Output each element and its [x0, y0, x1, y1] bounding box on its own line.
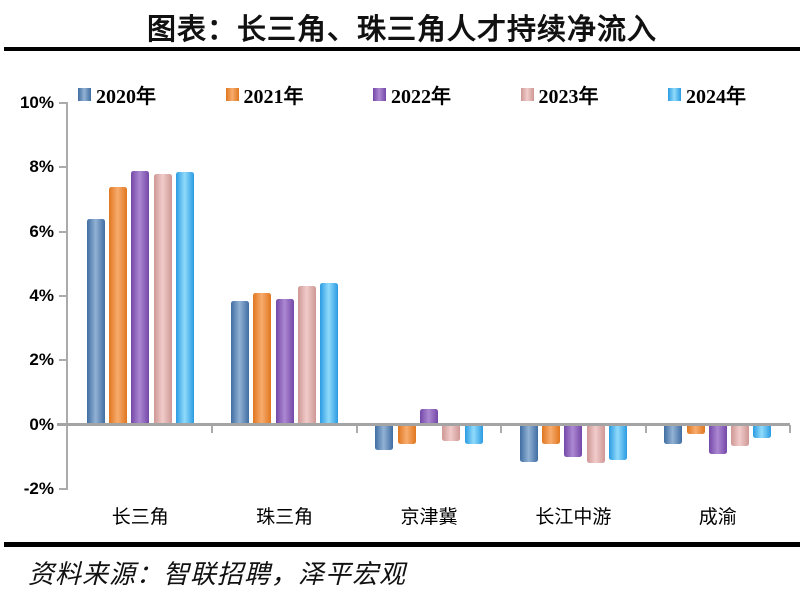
bar-2022年-成渝	[708, 424, 727, 454]
bar-2021年-长三角	[108, 186, 127, 425]
legend-label: 2024年	[686, 85, 746, 108]
bar-2024年-长江中游	[609, 424, 627, 461]
x-axis-boundary-tick	[211, 424, 214, 433]
chart-title: 图表：长三角、珠三角人才持续净流入	[146, 14, 657, 46]
legend-item-2024年: 2024年	[668, 80, 746, 109]
bar-2023年-长江中游	[586, 424, 605, 464]
bar-2020年-成渝	[664, 424, 683, 444]
y-axis-tick-label: -2%	[23, 479, 54, 498]
legend-swatch-icon	[373, 87, 386, 101]
legend-label: 2022年	[391, 85, 451, 108]
bar-2020年-珠三角	[231, 300, 249, 425]
x-axis-boundary-tick	[644, 424, 647, 433]
bar-2022年-长江中游	[564, 424, 583, 457]
bar-2021年-京津冀	[397, 424, 416, 444]
y-axis-tick	[59, 488, 68, 490]
x-axis-labels: 长三角 珠三角 京津冀 长江中游 成渝	[68, 502, 790, 528]
bar-2020年-长江中游	[519, 424, 538, 462]
legend-item-2022年: 2022年	[373, 80, 451, 109]
legend-swatch-icon	[668, 87, 681, 101]
legend-label: 2020年	[96, 85, 156, 108]
bar-2022年-京津冀	[420, 408, 438, 425]
y-axis-tick-label: 8%	[29, 157, 54, 177]
y-axis-tick	[59, 230, 68, 233]
x-axis-boundary-tick	[789, 424, 791, 433]
bar-2022年-长三角	[131, 170, 150, 425]
y-axis-tick-label: 6%	[29, 221, 54, 241]
bar-2024年-京津冀	[464, 424, 483, 444]
legend-swatch-icon	[225, 87, 239, 101]
x-category-label: 长三角	[111, 507, 169, 528]
bar-2020年-京津冀	[375, 424, 394, 451]
legend-label: 2021年	[243, 85, 304, 108]
y-axis-tick-label: 0%	[29, 414, 54, 434]
legend-label: 2023年	[538, 85, 599, 108]
zero-baseline	[57, 423, 790, 427]
x-category-label: 珠三角	[256, 507, 314, 528]
y-axis-tick-label: 10%	[19, 93, 54, 112]
bar-2023年-长三角	[153, 173, 172, 425]
y-axis-tick	[59, 166, 68, 169]
bar-2024年-长三角	[175, 172, 194, 425]
bar-2023年-京津冀	[442, 424, 461, 441]
x-axis-boundary-tick	[500, 424, 503, 433]
y-axis-tick-label: 2%	[29, 350, 54, 370]
bar-2024年-成渝	[753, 424, 772, 438]
bar-2023年-珠三角	[297, 286, 316, 425]
plot-area: 10% 8% 6% 4% 2% 0% -2%	[20, 93, 791, 498]
x-category-label: 京津冀	[400, 507, 458, 528]
bar-2023年-成渝	[731, 424, 750, 446]
legend-swatch-icon	[78, 87, 91, 101]
legend-item-2020年: 2020年	[78, 80, 156, 109]
legend-swatch-icon	[520, 87, 534, 101]
x-category-label: 长江中游	[535, 507, 612, 528]
legend-item-2023年: 2023年	[520, 80, 599, 109]
bar-2020年-长三角	[86, 218, 105, 425]
chart-legend: 2020年 2021年 2022年 2023年 2024年	[78, 84, 746, 108]
bar-2021年-珠三角	[253, 292, 272, 425]
bar-2021年-长江中游	[542, 424, 561, 444]
x-category-label: 成渝	[698, 507, 737, 528]
footer-divider-rule	[4, 542, 800, 547]
bar-2021年-成渝	[686, 424, 705, 435]
y-axis-tick	[59, 359, 68, 362]
bar-2024年-珠三角	[320, 283, 339, 425]
legend-item-2021年: 2021年	[225, 80, 304, 109]
source-note: 资料来源：智联招聘，泽平宏观	[28, 560, 407, 589]
y-axis-tick	[59, 295, 68, 297]
bar-2022年-珠三角	[275, 299, 294, 425]
y-axis-tick	[59, 102, 68, 104]
y-axis-tick-label: 4%	[29, 286, 54, 305]
title-divider-rule	[4, 47, 800, 51]
x-axis-boundary-tick	[355, 424, 358, 433]
